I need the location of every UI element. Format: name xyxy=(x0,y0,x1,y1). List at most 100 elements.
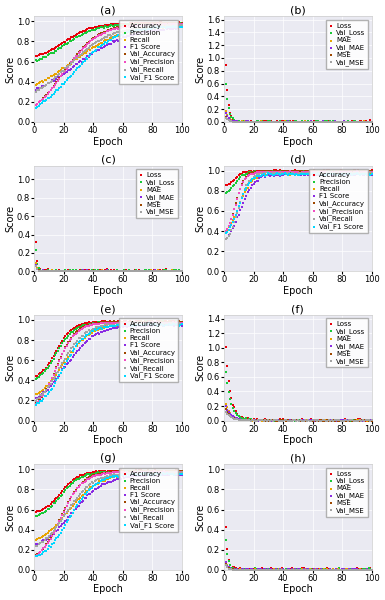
Val_Recall xyxy=(55,367,61,376)
Recall xyxy=(120,320,126,329)
Val_Precision xyxy=(283,167,289,177)
Val_Accuracy xyxy=(365,166,372,176)
Val_Recall xyxy=(36,85,42,94)
F1 Score xyxy=(136,28,142,38)
Val_F1 Score xyxy=(152,319,158,329)
Val_F1 Score xyxy=(100,39,107,49)
F1 Score xyxy=(171,321,177,331)
MSE xyxy=(118,266,124,276)
Recall xyxy=(50,373,57,383)
Val_Recall xyxy=(301,169,307,178)
Val_Accuracy xyxy=(244,170,251,179)
Val_Loss xyxy=(256,565,263,575)
Val_Loss xyxy=(281,565,288,575)
Val_F1 Score xyxy=(227,223,233,232)
Val_Accuracy xyxy=(264,166,270,176)
Val_Accuracy xyxy=(50,82,57,91)
Accuracy xyxy=(109,466,116,476)
Recall xyxy=(342,169,348,178)
Precision xyxy=(301,166,307,176)
F1 Score xyxy=(170,25,176,34)
Precision xyxy=(170,317,176,327)
Accuracy xyxy=(361,166,367,175)
Val_MSE xyxy=(355,117,362,127)
Precision xyxy=(234,176,241,186)
Recall xyxy=(98,38,104,48)
Val_F1 Score xyxy=(52,88,58,97)
MSE xyxy=(365,416,372,425)
Val_MAE xyxy=(246,565,252,575)
MSE xyxy=(321,565,328,574)
Val_Accuracy xyxy=(142,467,148,476)
Val_MAE xyxy=(338,415,344,425)
Val_MSE xyxy=(248,565,254,575)
MSE xyxy=(227,411,233,421)
Val_MSE xyxy=(116,266,122,276)
Recall xyxy=(162,319,169,329)
MSE xyxy=(293,117,300,127)
Val_Recall xyxy=(127,319,133,328)
Precision xyxy=(74,323,80,333)
Val_Precision xyxy=(151,467,157,476)
Recall xyxy=(146,468,152,478)
Val_Precision xyxy=(38,545,45,555)
Val_MSE xyxy=(155,266,161,276)
Val_Recall xyxy=(47,379,54,389)
Val_Recall xyxy=(65,61,71,71)
Val_Recall xyxy=(227,229,233,239)
Val_MSE xyxy=(271,416,277,425)
Precision xyxy=(77,31,83,41)
Val_MAE xyxy=(281,117,288,127)
Precision xyxy=(56,493,62,502)
Val_Accuracy xyxy=(164,466,170,476)
MAE xyxy=(249,416,255,425)
Val_Accuracy xyxy=(357,166,363,176)
Val_Loss xyxy=(293,415,300,425)
F1 Score xyxy=(117,322,123,332)
F1 Score xyxy=(152,470,158,479)
Val_Accuracy xyxy=(112,317,119,326)
Loss xyxy=(70,266,76,275)
Val_Recall xyxy=(90,39,96,49)
MSE xyxy=(265,565,271,575)
MSE xyxy=(255,117,261,127)
MSE xyxy=(267,565,273,574)
Loss xyxy=(118,266,124,276)
MAE xyxy=(324,416,330,425)
Val_Recall xyxy=(52,524,58,534)
Accuracy xyxy=(112,466,119,476)
Val_Accuracy xyxy=(42,92,48,101)
Val_Loss xyxy=(130,266,136,275)
Accuracy xyxy=(169,466,175,476)
Val_Recall xyxy=(323,168,329,178)
MAE xyxy=(314,117,320,127)
Val_F1 Score xyxy=(96,478,102,488)
Val_Recall xyxy=(141,469,147,478)
Recall xyxy=(244,183,251,193)
Recall xyxy=(310,168,316,178)
Val_F1 Score xyxy=(177,22,183,32)
Val_MSE xyxy=(296,416,302,425)
Val_MSE xyxy=(286,416,292,425)
Recall xyxy=(90,42,96,52)
Val_MAE xyxy=(331,565,338,574)
Val_MSE xyxy=(230,117,236,127)
MSE xyxy=(40,266,46,276)
Val_MSE xyxy=(277,416,283,425)
Val_MSE xyxy=(227,116,233,126)
Val_MSE xyxy=(285,117,291,127)
Recall xyxy=(117,31,123,40)
MSE xyxy=(233,414,239,424)
Val_MAE xyxy=(64,266,70,276)
Accuracy xyxy=(295,166,301,175)
Recall xyxy=(98,324,104,334)
Val_Recall xyxy=(36,539,42,549)
Val_F1 Score xyxy=(40,547,46,557)
MSE xyxy=(176,266,182,276)
Recall xyxy=(161,22,167,31)
Val_F1 Score xyxy=(143,25,149,35)
Val_Precision xyxy=(33,399,39,409)
Val_Loss xyxy=(56,266,62,275)
Loss xyxy=(295,415,301,425)
F1 Score xyxy=(137,471,144,481)
